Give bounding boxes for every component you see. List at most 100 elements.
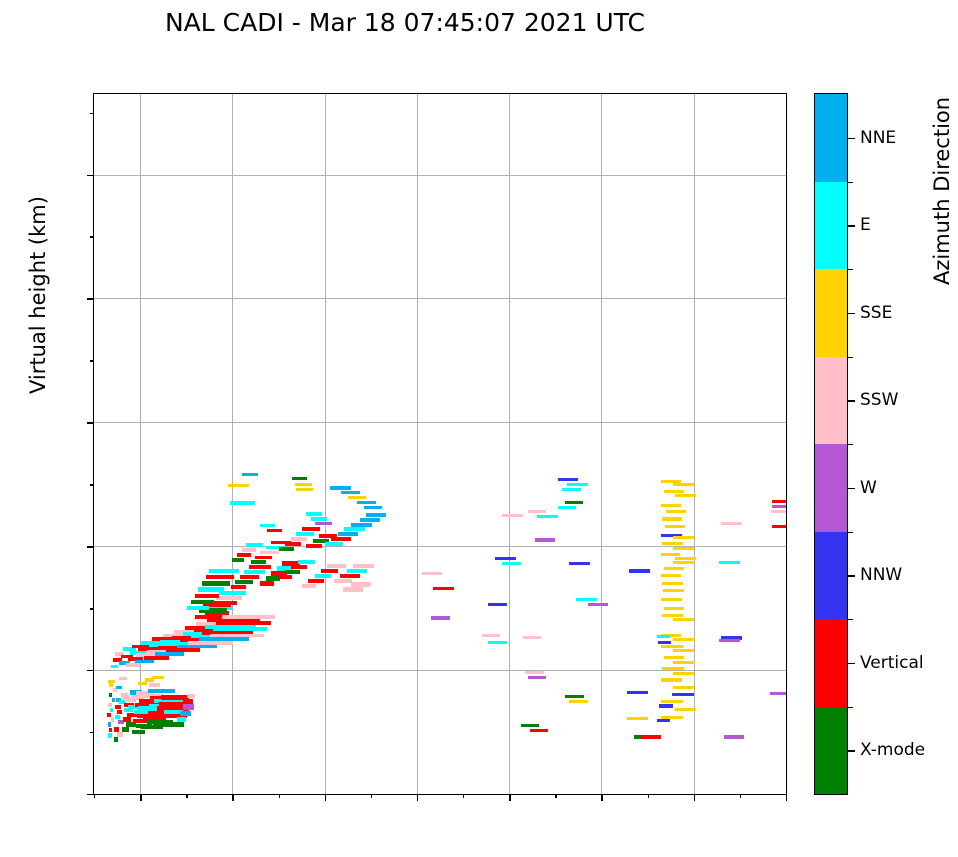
plot-area (94, 94, 786, 794)
echo-mark (661, 715, 683, 719)
echo-mark (662, 542, 683, 546)
echo-mark (587, 602, 609, 606)
echo-mark (671, 693, 694, 697)
echo-mark (171, 636, 209, 640)
colorbar-tick (848, 575, 855, 577)
echo-mark (284, 570, 300, 575)
y-tick (87, 794, 94, 796)
echo-mark (315, 522, 332, 526)
echo-mark (324, 541, 344, 546)
echo-mark (213, 627, 268, 632)
gridline-horizontal (94, 174, 786, 176)
echo-mark (672, 637, 695, 641)
echo-mark (195, 614, 223, 619)
echo-mark (662, 517, 682, 521)
echo-mark (557, 477, 579, 481)
echo-mark (109, 728, 113, 733)
echo-mark (330, 486, 352, 490)
echo-mark (308, 578, 324, 584)
echo-mark (260, 581, 274, 586)
gridline-vertical (601, 94, 603, 794)
colorbar-boundary-tick (848, 619, 853, 621)
plot-frame: 02004006008001000246810121416 Virtual he… (26, 93, 788, 801)
echo-mark (110, 717, 115, 722)
echo-mark (112, 688, 118, 692)
echo-mark (663, 606, 685, 610)
echo-mark (260, 550, 279, 555)
echo-mark (626, 690, 648, 694)
colorbar-segment-vertical (815, 619, 847, 707)
echo-mark (207, 618, 261, 623)
echo-mark (363, 506, 383, 510)
echo-mark (107, 732, 112, 738)
echo-mark (143, 655, 169, 660)
y-tick-minor (90, 360, 94, 362)
gridline-vertical (324, 94, 326, 794)
colorbar-tick (848, 487, 855, 490)
echo-mark (347, 496, 367, 500)
y-tick-minor (90, 484, 94, 486)
echo-mark (663, 589, 684, 593)
echo-mark (481, 633, 500, 637)
echo-mark (126, 722, 137, 727)
gridline-horizontal (94, 298, 786, 300)
echo-mark (314, 573, 332, 579)
echo-mark (121, 727, 130, 732)
x-tick-minor (94, 794, 96, 798)
x-tick-minor (463, 794, 465, 798)
echo-mark (109, 683, 113, 687)
y-axis-title: Virtual height (km) (26, 196, 50, 394)
echo-mark (366, 513, 387, 518)
echo-mark (665, 524, 686, 528)
echo-mark (672, 547, 694, 551)
echo-mark (137, 713, 155, 719)
echo-mark (128, 657, 143, 661)
echo-mark (122, 717, 131, 722)
echo-mark (661, 574, 681, 578)
echo-mark (147, 689, 176, 693)
echo-mark (116, 685, 122, 690)
colorbar-tick (848, 662, 855, 665)
echo-mark (163, 633, 197, 638)
echo-mark (265, 576, 281, 581)
echo-mark (488, 641, 507, 645)
echo-mark (292, 476, 308, 480)
echo-mark (239, 575, 260, 580)
x-tick (140, 794, 142, 801)
echo-mark (241, 472, 258, 476)
gridline-vertical (140, 94, 142, 794)
echo-mark (246, 543, 263, 547)
x-tick-minor (739, 794, 742, 798)
echo-mark (202, 602, 232, 607)
echo-mark (113, 658, 122, 663)
echo-mark (640, 735, 662, 739)
echo-mark (271, 540, 291, 545)
colorbar-boundary-tick (848, 531, 853, 533)
colorbar-segment-e (815, 181, 847, 269)
echo-mark (190, 599, 214, 605)
echo-mark (721, 522, 743, 526)
gridline-vertical (693, 94, 695, 794)
echo-mark (294, 482, 312, 486)
echo-mark (131, 729, 145, 735)
echo-mark (144, 701, 170, 706)
echo-mark (141, 693, 165, 699)
echo-mark (161, 695, 190, 700)
echo-mark (291, 565, 308, 570)
echo-mark (310, 517, 327, 521)
colorbar-tick (848, 137, 855, 140)
echo-mark (131, 644, 150, 649)
echo-mark (109, 707, 114, 712)
echo-mark (672, 535, 694, 540)
gridline-horizontal (94, 546, 786, 548)
x-tick (324, 794, 327, 801)
echo-mark (672, 560, 695, 564)
echo-mark (146, 649, 173, 654)
gridline-horizontal (94, 670, 786, 672)
echo-mark (188, 640, 234, 645)
echo-mark (118, 660, 130, 665)
colorbar-label-vertical: Vertical (860, 652, 924, 673)
echo-mark (662, 614, 683, 618)
echo-mark (661, 503, 681, 507)
